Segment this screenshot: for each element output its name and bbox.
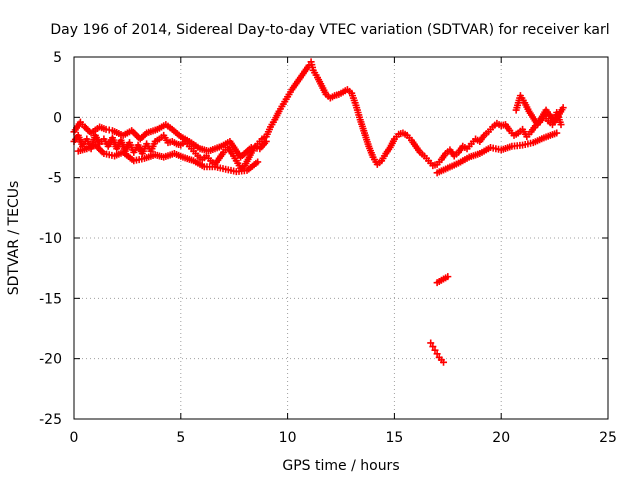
data-point-marker (433, 350, 441, 358)
y-tick-label: 5 (53, 50, 62, 66)
y-axis-label: SDTVAR / TECUs (6, 181, 22, 296)
data-point-marker (262, 137, 270, 145)
y-tick-label: -25 (39, 412, 62, 428)
x-tick-label: 0 (70, 430, 79, 446)
x-tick-label: 10 (279, 430, 297, 446)
data-point-marker (557, 121, 565, 129)
data-point-marker (254, 158, 262, 166)
data-point-marker (440, 358, 448, 366)
data-point-marker (559, 104, 567, 112)
data-point-marker (444, 273, 452, 281)
data-point-marker (431, 346, 439, 354)
data-point-marker (427, 339, 435, 347)
data-point-marker (429, 343, 437, 351)
chart-title: Day 196 of 2014, Sidereal Day-to-day VTE… (50, 22, 609, 38)
x-tick-label: 5 (176, 430, 185, 446)
y-tick-label: -10 (39, 231, 62, 247)
plot-frame (73, 56, 609, 420)
data-point-marker (553, 129, 561, 137)
grid-lines (74, 57, 608, 419)
y-tick-label: -5 (48, 171, 62, 187)
y-tick-label: -15 (39, 291, 62, 307)
x-axis-label: GPS time / hours (282, 458, 399, 474)
x-tick-label: 20 (492, 430, 510, 446)
y-tick-label: -20 (39, 352, 62, 368)
x-tick-label: 25 (599, 430, 617, 446)
y-tick-label: 0 (53, 110, 62, 126)
data-points (70, 58, 567, 366)
x-tick-label: 15 (385, 430, 403, 446)
